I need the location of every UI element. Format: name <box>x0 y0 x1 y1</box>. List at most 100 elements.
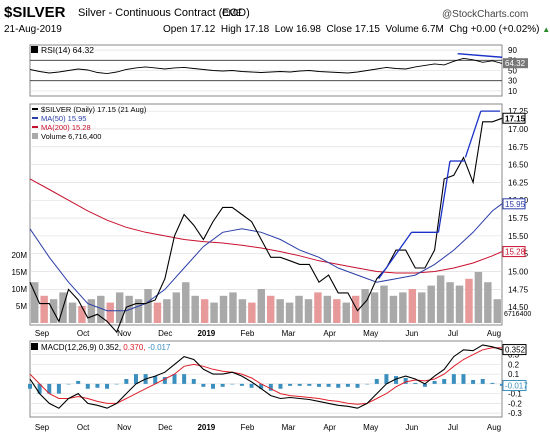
macd-histogram-bar <box>326 383 331 387</box>
volume-bar <box>191 295 199 323</box>
volume-value-tag: 6716400 <box>504 311 531 318</box>
volume-bar <box>408 289 417 323</box>
volume-bar <box>267 295 275 323</box>
volume-bar <box>87 299 96 323</box>
price-x-label: Jun <box>405 329 418 338</box>
macd-histogram-bar <box>201 383 206 387</box>
high-value: 17.18 <box>244 24 270 35</box>
macd-histogram-bar <box>66 383 71 385</box>
low-value: 16.98 <box>295 24 321 35</box>
price-tick-label: 15.50 <box>508 232 529 241</box>
volume-bar <box>115 292 124 323</box>
rsi-divergence-trendline <box>457 52 503 58</box>
volume-value: 6.7M <box>421 24 444 35</box>
macd-x-label: Apr <box>323 423 336 432</box>
macd-histogram-bar <box>182 374 187 384</box>
price-value-tag: 15.95 <box>505 200 526 209</box>
volume-bar <box>333 299 341 323</box>
macd-histogram-bar <box>422 383 427 387</box>
ma200-line <box>29 178 503 274</box>
macd-histogram-bar <box>365 383 370 385</box>
volume-bar <box>68 302 77 323</box>
contract-name: Silver - Continuous Contract (EOD) <box>78 7 250 19</box>
macd-x-label: Nov <box>117 423 131 432</box>
volume-bar <box>238 299 247 323</box>
price-legend: Volume 6,716,400 <box>41 132 101 141</box>
price-trendline <box>437 160 451 233</box>
macd-value-tag-bg <box>502 344 527 356</box>
volume-bar <box>455 285 464 323</box>
ma50-line <box>29 203 503 312</box>
volume-bar <box>172 292 181 323</box>
price-value-tag-bg <box>502 246 526 258</box>
volume-bar <box>446 282 454 323</box>
quote-summary: Open 17.12 High 17.18 Low 16.98 Close 17… <box>163 24 550 35</box>
macd-histogram-bar <box>95 383 100 388</box>
volume-bar <box>295 295 303 323</box>
macd-histogram-bar <box>162 377 167 384</box>
price-x-label: Jul <box>448 329 458 338</box>
macd-value-tag-bg <box>502 380 527 392</box>
macd-tick-label: 0.2 <box>508 360 520 369</box>
macd-histogram-bar <box>172 374 177 384</box>
macd-histogram-bar <box>442 379 447 384</box>
volume-tick-label: 15M <box>11 268 27 277</box>
volume-bar <box>285 302 294 323</box>
macd-x-label: Jul <box>448 423 458 432</box>
macd-histogram-bar <box>114 383 119 385</box>
macd-histogram-bar <box>56 383 61 394</box>
price-x-label: Dec <box>158 329 172 338</box>
price-tick-label: 17.00 <box>508 125 529 134</box>
macd-x-label: Mar <box>282 423 296 432</box>
macd-histogram-bar <box>85 383 90 389</box>
macd-tick-label: -0.2 <box>508 399 522 408</box>
price-x-label: Apr <box>323 329 336 338</box>
macd-histogram-bar <box>191 379 196 384</box>
macd-histogram-bar <box>239 383 244 386</box>
macd-tick-label: -0.1 <box>508 390 522 399</box>
macd-histogram-bar <box>394 376 399 384</box>
rsi-tick-label: 50 <box>508 67 517 76</box>
volume-bar <box>436 275 445 323</box>
macd-legend-swatch <box>31 343 38 350</box>
price-trendline <box>378 231 412 280</box>
volume-bar <box>484 282 492 323</box>
macd-histogram-bar <box>451 374 456 384</box>
price-x-label: Sep <box>35 329 50 338</box>
volume-bar <box>31 282 39 323</box>
macd-x-label: Aug <box>487 423 501 432</box>
volume-tick-label: 20M <box>11 251 27 260</box>
macd-histogram-bar <box>76 380 81 384</box>
macd-histogram-bar <box>316 383 321 387</box>
macd-histogram-bar <box>268 383 273 391</box>
price-legend: MA(200) 15.28 <box>41 123 91 132</box>
macd-histogram-bar <box>28 383 32 389</box>
volume-bar <box>257 289 265 323</box>
volume-bar <box>229 292 237 323</box>
macd-histogram-bar <box>153 376 158 384</box>
macd-tick-label: -0.3 <box>508 409 522 418</box>
macd-histogram-bar <box>278 383 283 389</box>
price-legend: $SILVER (Daily) 17.15 (21 Aug) <box>41 105 147 114</box>
chart-header: $SILVER Silver - Continuous Contract (EO… <box>0 0 550 40</box>
macd-histogram-bar <box>384 374 389 384</box>
volume-bar <box>380 285 388 323</box>
volume-bar <box>144 289 152 323</box>
price-legend-swatch <box>32 133 38 139</box>
volume-bar <box>418 292 426 323</box>
macd-histogram-bar <box>297 383 302 386</box>
volume-bar <box>474 272 483 323</box>
macd-x-label: 2019 <box>197 423 215 432</box>
price-tick-label: 16.25 <box>508 178 529 187</box>
price-tick-label: 14.75 <box>508 285 529 294</box>
macd-x-label: Dec <box>158 423 172 432</box>
macd-histogram-bar <box>461 374 466 384</box>
volume-bar <box>427 285 435 323</box>
change-value: +0.00 (+0.02%) <box>470 24 540 35</box>
volume-bar <box>163 299 171 323</box>
volume-bar <box>370 292 379 323</box>
macd-line <box>29 344 503 409</box>
volume-bar <box>342 302 350 323</box>
macd-histogram-bar <box>105 383 110 389</box>
macd-x-label: Sep <box>35 423 50 432</box>
